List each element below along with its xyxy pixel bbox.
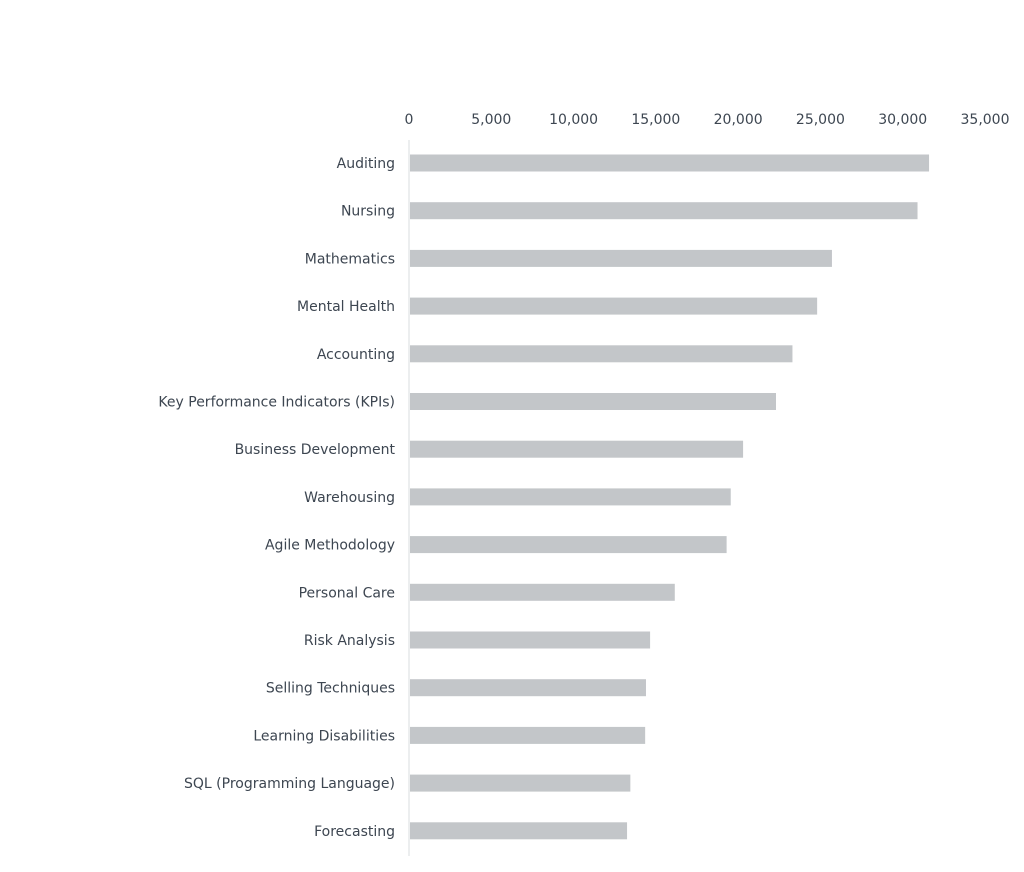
bar bbox=[410, 345, 793, 363]
bar bbox=[410, 536, 727, 554]
category-label: Accounting bbox=[317, 347, 395, 363]
category-label: Nursing bbox=[341, 204, 395, 220]
x-tick-label: 20,000 bbox=[714, 112, 763, 128]
category-label: Agile Methodology bbox=[265, 538, 395, 554]
bar bbox=[410, 631, 651, 649]
x-tick-label: 10,000 bbox=[549, 112, 598, 128]
bars bbox=[410, 154, 930, 840]
x-tick-label: 0 bbox=[405, 112, 414, 128]
category-label: Warehousing bbox=[304, 490, 395, 506]
x-tick-label: 30,000 bbox=[878, 112, 927, 128]
bar bbox=[410, 679, 646, 697]
category-label: Personal Care bbox=[299, 585, 395, 601]
category-label: SQL (Programming Language) bbox=[184, 776, 395, 792]
category-labels: Auditing Nursing Mathematics Mental Health A… bbox=[158, 156, 395, 840]
category-label: Learning Disabilities bbox=[253, 728, 395, 744]
category-label: Selling Techniques bbox=[266, 681, 395, 697]
bar bbox=[410, 393, 776, 410]
bar bbox=[410, 202, 918, 220]
x-tick-label: 35,000 bbox=[961, 112, 1010, 128]
category-label: Business Development bbox=[235, 442, 396, 458]
category-label: Auditing bbox=[337, 156, 395, 172]
category-label: Risk Analysis bbox=[304, 633, 395, 649]
bar bbox=[410, 583, 675, 601]
bar bbox=[410, 440, 744, 458]
category-label: Forecasting bbox=[314, 824, 395, 840]
category-label: Mental Health bbox=[297, 299, 395, 315]
x-axis: 0 5,000 10,000 15,000 20,000 25,000 30,000 35,0… bbox=[405, 112, 1010, 128]
x-tick-label: 25,000 bbox=[796, 112, 845, 128]
bar bbox=[410, 297, 818, 315]
category-label: Key Performance Indicators (KPIs) bbox=[158, 395, 395, 411]
category-label: Mathematics bbox=[305, 251, 395, 267]
x-tick-label: 15,000 bbox=[631, 112, 680, 128]
x-tick-label: 5,000 bbox=[471, 112, 511, 128]
bar bbox=[410, 822, 628, 840]
bar bbox=[410, 726, 646, 744]
bar bbox=[410, 154, 930, 172]
bar bbox=[410, 249, 832, 267]
bar bbox=[410, 774, 631, 792]
bar bbox=[410, 488, 731, 506]
